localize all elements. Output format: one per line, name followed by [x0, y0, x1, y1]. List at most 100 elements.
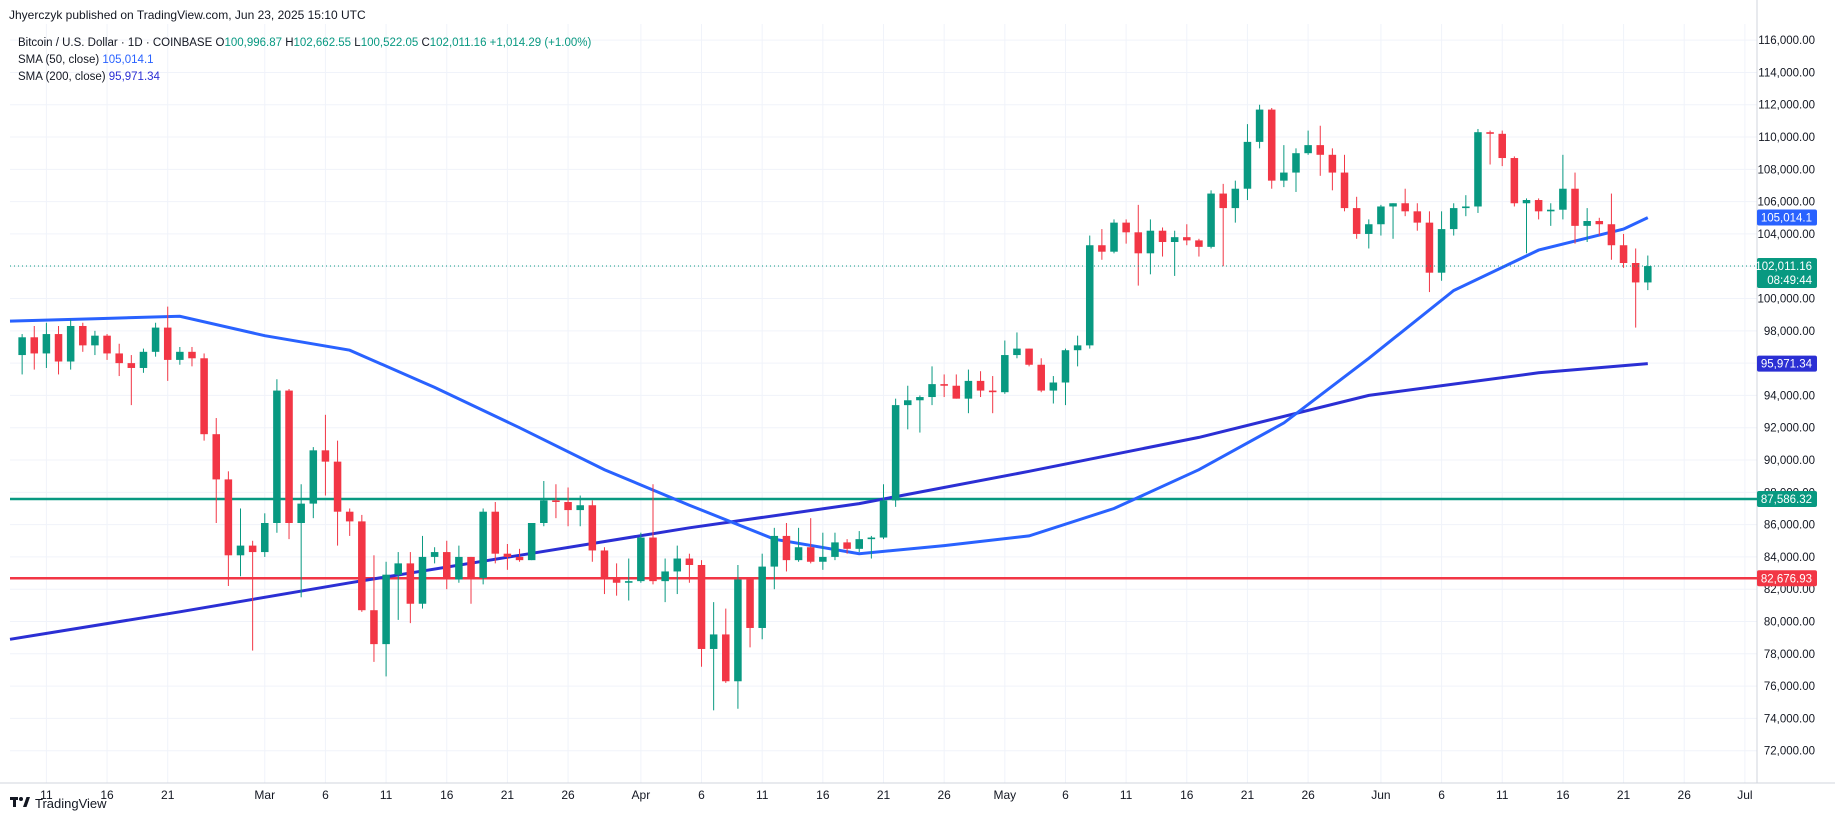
time-tick-label: 11 — [40, 788, 53, 802]
candle — [54, 325, 63, 375]
candle — [746, 577, 754, 648]
candle — [273, 379, 281, 533]
candle-body — [1365, 224, 1373, 234]
candle-body — [1316, 145, 1325, 155]
candle-body — [976, 380, 985, 391]
candle — [709, 602, 718, 711]
candle-body — [1158, 230, 1167, 243]
candle — [1437, 211, 1446, 281]
candle — [806, 518, 815, 564]
low-value: 100,522.05 — [360, 37, 419, 49]
candle — [697, 560, 706, 667]
time-tick-label: 16 — [816, 788, 830, 802]
candle — [297, 484, 305, 598]
candle-body — [236, 545, 245, 556]
candle-body — [1001, 355, 1009, 393]
candle-body — [1546, 209, 1555, 212]
sma200-legend-row[interactable]: SMA (200, close) 95,971.34 — [18, 69, 591, 86]
time-tick-label: 21 — [161, 788, 175, 802]
candle-body — [1207, 193, 1215, 247]
time-tick-label: 26 — [1301, 788, 1315, 802]
candle — [1607, 193, 1616, 260]
candle — [127, 355, 136, 406]
sma50-legend-row[interactable]: SMA (50, close) 105,014.1 — [18, 52, 591, 69]
support-green-tag-label: 87,586.32 — [1761, 494, 1812, 506]
candle-body — [1049, 382, 1058, 391]
candle — [163, 306, 172, 381]
price-tick-label: 84,000.00 — [1764, 552, 1815, 564]
candle — [1255, 104, 1264, 149]
candle — [1122, 219, 1130, 244]
candle — [1304, 130, 1312, 155]
candle-body — [758, 566, 766, 628]
candle-body — [1631, 263, 1640, 283]
candle — [612, 563, 621, 596]
symbol-legend-row[interactable]: Bitcoin / U.S. Dollar · 1D · COINBASE O1… — [18, 35, 591, 52]
candle-body — [358, 521, 366, 611]
candle-body — [442, 552, 451, 580]
candle — [685, 553, 694, 583]
candle-body — [91, 335, 99, 346]
candle-body — [1352, 208, 1361, 234]
candle — [42, 322, 51, 368]
candle — [988, 376, 997, 414]
candle-body — [1425, 222, 1434, 273]
candle — [782, 523, 791, 572]
price-tick-label: 110,000.00 — [1758, 132, 1815, 144]
candle — [527, 523, 536, 561]
candle-body — [855, 539, 863, 549]
price-tick-label: 98,000.00 — [1764, 326, 1815, 338]
candle-body — [964, 380, 973, 399]
candle — [1425, 211, 1434, 293]
candle-body — [1474, 132, 1482, 207]
candle-body — [30, 337, 39, 354]
candle-body — [248, 545, 257, 553]
candle-body — [904, 400, 912, 406]
candle-body — [709, 634, 718, 649]
candle-body — [952, 385, 961, 399]
candle-body — [540, 500, 548, 524]
candle-body — [1110, 222, 1118, 252]
sma200-label: SMA (200, close) — [18, 71, 106, 83]
time-tick-label: Mar — [254, 788, 275, 802]
candle-body — [891, 405, 900, 501]
candle-body — [1498, 133, 1506, 159]
candle-body — [430, 552, 439, 557]
candle-body — [940, 384, 948, 386]
candle — [358, 514, 366, 612]
candle — [1498, 130, 1506, 167]
candle — [151, 322, 160, 357]
candle — [831, 532, 839, 561]
candle — [843, 539, 851, 554]
candle — [261, 513, 269, 557]
candle-body — [1462, 206, 1470, 209]
candle — [1146, 219, 1155, 275]
candle-body — [1607, 224, 1616, 246]
candle — [916, 395, 924, 433]
candle-body — [1377, 206, 1385, 225]
candle — [1049, 376, 1058, 404]
time-tick-label: 16 — [1556, 788, 1570, 802]
candle — [1001, 340, 1009, 394]
sma50-label: SMA (50, close) — [18, 54, 100, 66]
candle — [758, 553, 766, 640]
tradingview-brand[interactable]: TradingView — [10, 795, 107, 811]
time-tick-label: 21 — [1241, 788, 1255, 802]
candle-body — [988, 390, 997, 393]
price-tick-label: 106,000.00 — [1757, 197, 1815, 209]
candle-body — [515, 556, 524, 561]
time-tick-label: 26 — [561, 788, 575, 802]
candle — [1534, 198, 1543, 220]
candle-body — [867, 537, 876, 540]
candle — [1583, 208, 1591, 243]
price-tick-label: 76,000.00 — [1764, 681, 1815, 693]
candle-body — [224, 479, 233, 556]
candle — [1013, 332, 1021, 359]
time-tick-label: 11 — [756, 788, 769, 802]
candle — [1377, 204, 1385, 236]
support-red-tag-bg — [1757, 570, 1817, 587]
candle — [867, 535, 876, 559]
time-tick-label: 21 — [501, 788, 515, 802]
price-tick-label: 74,000.00 — [1764, 713, 1815, 725]
